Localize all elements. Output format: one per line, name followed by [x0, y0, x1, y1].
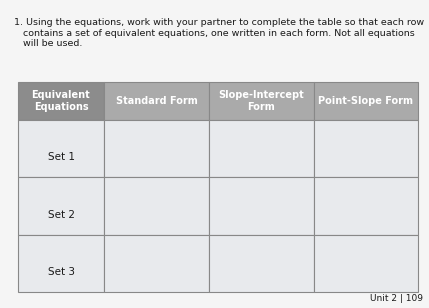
Text: Unit 2 | 109: Unit 2 | 109 — [370, 294, 423, 303]
Text: Equivalent
Equations: Equivalent Equations — [32, 90, 91, 112]
Bar — [209, 82, 314, 120]
Text: will be used.: will be used. — [14, 39, 82, 48]
Bar — [18, 82, 104, 120]
Bar — [209, 120, 314, 177]
Text: Set 2: Set 2 — [48, 210, 75, 220]
Bar — [18, 177, 104, 235]
Bar — [18, 120, 104, 177]
Bar — [314, 82, 418, 120]
Bar — [104, 177, 209, 235]
Text: Set 3: Set 3 — [48, 267, 75, 277]
Bar — [209, 177, 314, 235]
Bar — [104, 235, 209, 292]
Text: Slope-Intercept
Form: Slope-Intercept Form — [218, 90, 304, 112]
Bar — [314, 177, 418, 235]
Text: Standard Form: Standard Form — [115, 96, 197, 106]
Bar — [18, 235, 104, 292]
Bar — [209, 235, 314, 292]
Text: 1. Using the equations, work with your partner to complete the table so that eac: 1. Using the equations, work with your p… — [14, 18, 424, 27]
Bar — [314, 120, 418, 177]
Bar — [104, 82, 209, 120]
Text: Set 1: Set 1 — [48, 152, 75, 162]
Text: contains a set of equivalent equations, one written in each form. Not all equati: contains a set of equivalent equations, … — [14, 29, 415, 38]
Bar — [314, 235, 418, 292]
Text: Point-Slope Form: Point-Slope Form — [318, 96, 413, 106]
Bar — [104, 120, 209, 177]
